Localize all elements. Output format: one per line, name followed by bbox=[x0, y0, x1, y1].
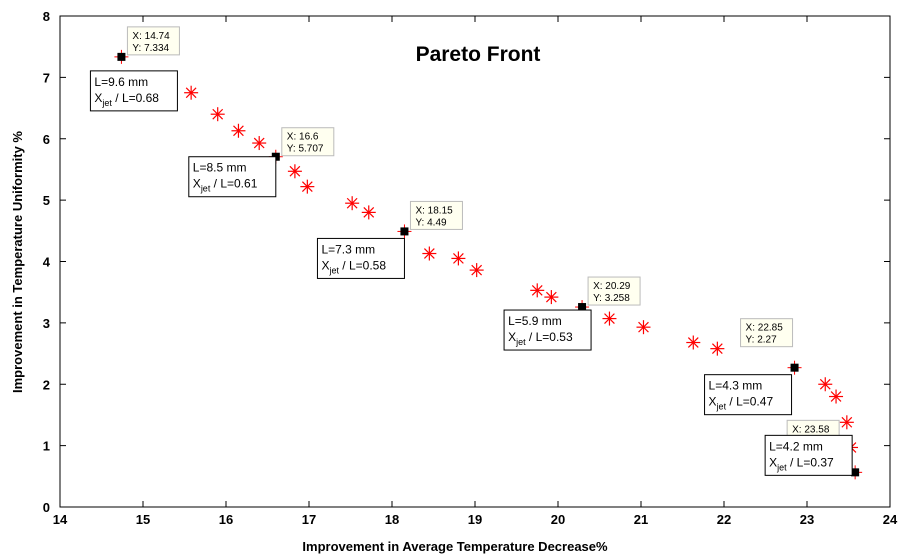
data-point bbox=[210, 107, 225, 122]
datatip-box bbox=[740, 318, 794, 348]
annotation-length: L=4.2 mm bbox=[769, 439, 823, 453]
data-point bbox=[686, 335, 701, 350]
highlighted-point bbox=[790, 363, 799, 372]
data-point bbox=[451, 251, 466, 266]
y-tick-label: 0 bbox=[43, 500, 50, 515]
data-point bbox=[345, 196, 360, 211]
x-axis-title: Improvement in Average Temperature Decre… bbox=[302, 539, 608, 554]
data-point bbox=[361, 205, 376, 220]
data-point bbox=[184, 85, 199, 100]
x-tick-label: 21 bbox=[634, 512, 648, 527]
annotation-box bbox=[316, 237, 405, 279]
datatip-y: Y: 5.707 bbox=[287, 144, 324, 155]
x-tick-label: 23 bbox=[800, 512, 814, 527]
datatip-x: X: 22.85 bbox=[746, 323, 784, 334]
data-point bbox=[602, 311, 617, 326]
datatip-y: Y: 4.49 bbox=[415, 217, 447, 228]
x-tick-label: 16 bbox=[219, 512, 233, 527]
x-tick-label: 22 bbox=[717, 512, 731, 527]
x-tick-label: 24 bbox=[883, 512, 898, 527]
data-point bbox=[544, 290, 559, 305]
y-tick-label: 6 bbox=[43, 132, 50, 147]
annotation-ratio: Xjet / L=0.47 bbox=[709, 395, 774, 412]
datatip-x: X: 16.6 bbox=[287, 132, 319, 143]
y-tick-label: 8 bbox=[43, 9, 50, 24]
datatip-y: Y: 7.334 bbox=[132, 43, 169, 54]
annotation-length: L=8.5 mm bbox=[193, 161, 247, 175]
data-point bbox=[287, 164, 302, 179]
data-point bbox=[818, 377, 833, 392]
datatip-x: X: 20.29 bbox=[593, 281, 631, 292]
datatip-box bbox=[281, 127, 335, 157]
annotation-length: L=5.9 mm bbox=[508, 314, 562, 328]
annotation-box bbox=[503, 309, 592, 351]
x-tick-label: 17 bbox=[302, 512, 316, 527]
datatip-y: Y: 3.258 bbox=[593, 293, 630, 304]
y-tick-label: 3 bbox=[43, 316, 50, 331]
datatip-box bbox=[587, 276, 641, 306]
data-point bbox=[530, 283, 545, 298]
annotation-box bbox=[704, 374, 793, 416]
x-tick-label: 20 bbox=[551, 512, 565, 527]
x-tick-label: 19 bbox=[468, 512, 482, 527]
y-tick-label: 2 bbox=[43, 377, 50, 392]
x-tick-label: 14 bbox=[53, 512, 68, 527]
annotation-length: L=4.3 mm bbox=[709, 379, 763, 393]
y-tick-label: 4 bbox=[43, 255, 51, 270]
y-axis-title: Improvement in Temperature Uniformity % bbox=[10, 131, 25, 393]
datatip-box bbox=[126, 26, 180, 56]
datatip-x: X: 14.74 bbox=[132, 31, 170, 42]
data-point bbox=[469, 263, 484, 278]
annotation-ratio: Xjet / L=0.37 bbox=[769, 455, 834, 472]
annotation-length: L=9.6 mm bbox=[94, 75, 148, 89]
datatip-box bbox=[409, 200, 463, 230]
datatip-y: Y: 2.27 bbox=[746, 335, 778, 346]
y-tick-label: 1 bbox=[43, 439, 50, 454]
highlighted-point bbox=[578, 303, 587, 312]
data-point bbox=[839, 415, 854, 430]
data-point bbox=[710, 341, 725, 356]
annotation-ratio: Xjet / L=0.68 bbox=[94, 91, 159, 108]
data-point bbox=[231, 123, 246, 138]
x-tick-label: 18 bbox=[385, 512, 399, 527]
annotation-box bbox=[764, 434, 853, 476]
highlighted-point bbox=[851, 468, 860, 477]
annotation-ratio: Xjet / L=0.53 bbox=[508, 330, 573, 347]
data-point bbox=[300, 179, 315, 194]
datatip-x: X: 18.15 bbox=[415, 205, 453, 216]
data-point bbox=[422, 246, 437, 261]
datatip-x: X: 23.58 bbox=[792, 424, 830, 435]
annotation-ratio: Xjet / L=0.58 bbox=[321, 258, 386, 275]
data-point bbox=[636, 320, 651, 335]
y-tick-label: 5 bbox=[43, 193, 50, 208]
annotation-box bbox=[188, 156, 277, 198]
highlighted-point bbox=[117, 52, 126, 61]
data-point bbox=[829, 389, 844, 404]
highlighted-point bbox=[400, 227, 409, 236]
x-tick-label: 15 bbox=[136, 512, 150, 527]
chart-title: Pareto Front bbox=[416, 43, 541, 66]
y-tick-label: 7 bbox=[43, 70, 50, 85]
annotation-ratio: Xjet / L=0.61 bbox=[193, 177, 258, 194]
annotation-box bbox=[89, 70, 178, 112]
data-point bbox=[252, 136, 267, 151]
annotation-length: L=7.3 mm bbox=[321, 242, 375, 256]
plot-frame bbox=[59, 15, 891, 508]
